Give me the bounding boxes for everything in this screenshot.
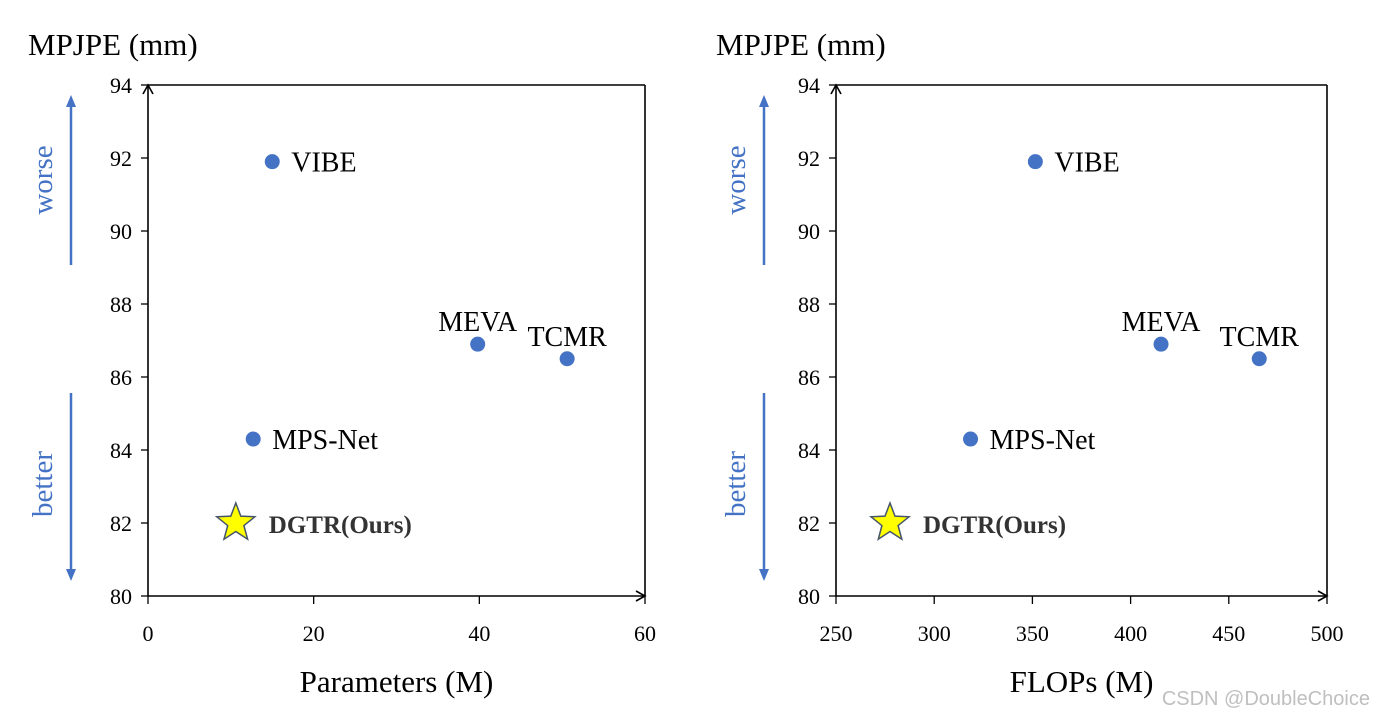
y-axis-title: MPJPE (mm) (716, 27, 886, 62)
point-dgtr-ours-star (214, 500, 257, 541)
point-tcmr (559, 351, 575, 367)
point-label-dgtr-ours: DGTR(Ours) (923, 512, 1066, 539)
point-label-tcmr: TCMR (1220, 322, 1300, 353)
point-label-mps-net: MPS-Net (990, 425, 1096, 456)
y-tick-label: 86 (110, 365, 132, 390)
worse-arrowhead (759, 95, 769, 107)
panel-flops: 80 82 84 86 88 90 92 94 250 300 350 400 450 500 MPJPE … (716, 27, 1344, 699)
x-tick-label: 60 (634, 621, 656, 646)
point-label-dgtr-ours: DGTR(Ours) (269, 512, 412, 539)
y-tick-label: 94 (798, 73, 820, 98)
worse-label: worse (27, 145, 59, 214)
point-dgtr-ours-star (868, 500, 912, 541)
y-axis-title: MPJPE (mm) (28, 27, 198, 62)
point-vibe (1027, 154, 1043, 170)
watermark: CSDN @DoubleChoice (1161, 688, 1370, 710)
x-tick-label: 20 (303, 621, 325, 646)
y-tick-label: 82 (798, 511, 820, 536)
y-tick-label: 94 (110, 73, 132, 98)
y-tick-label: 90 (798, 219, 820, 244)
y-tick-label: 84 (110, 438, 132, 463)
better-label: better (27, 451, 59, 517)
y-tick-label: 82 (110, 511, 132, 536)
x-tick-label: 300 (918, 621, 951, 646)
x-axis-title: FLOPs (M) (1010, 664, 1154, 699)
point-tcmr (1251, 351, 1267, 367)
better-arrowhead (66, 569, 76, 581)
point-label-vibe: VIBE (291, 148, 356, 179)
point-label-vibe: VIBE (1054, 148, 1119, 179)
point-meva (1153, 336, 1169, 352)
worse-label: worse (720, 145, 752, 214)
panel-parameters: 80 82 84 86 88 90 92 94 0 20 40 60 MPJPE (mm) Paramet… (27, 27, 656, 699)
y-tick-label: 86 (798, 365, 820, 390)
y-tick-label: 80 (798, 584, 820, 609)
point-mps-net (245, 431, 261, 447)
x-tick-label: 350 (1016, 621, 1049, 646)
x-tick-label: 450 (1212, 621, 1245, 646)
point-mps-net (963, 431, 979, 447)
point-label-mps-net: MPS-Net (272, 425, 378, 456)
point-vibe (264, 154, 280, 170)
y-tick-label: 90 (110, 219, 132, 244)
point-label-tcmr: TCMR (527, 322, 607, 353)
y-tick-label: 88 (798, 292, 820, 317)
x-tick-label: 500 (1311, 621, 1344, 646)
y-tick-label: 88 (110, 292, 132, 317)
worse-arrowhead (66, 95, 76, 107)
x-tick-label: 0 (143, 621, 154, 646)
point-label-meva: MEVA (438, 307, 518, 338)
y-tick-label: 84 (798, 438, 820, 463)
better-label: better (720, 451, 752, 517)
y-tick-label: 92 (110, 146, 132, 171)
y-tick-label: 92 (798, 146, 820, 171)
x-tick-label: 250 (820, 621, 853, 646)
y-tick-label: 80 (110, 584, 132, 609)
x-tick-label: 40 (468, 621, 490, 646)
better-arrowhead (759, 569, 769, 581)
point-label-meva: MEVA (1122, 307, 1202, 338)
x-tick-label: 400 (1114, 621, 1147, 646)
x-axis-title: Parameters (M) (300, 664, 494, 699)
point-meva (470, 336, 486, 352)
